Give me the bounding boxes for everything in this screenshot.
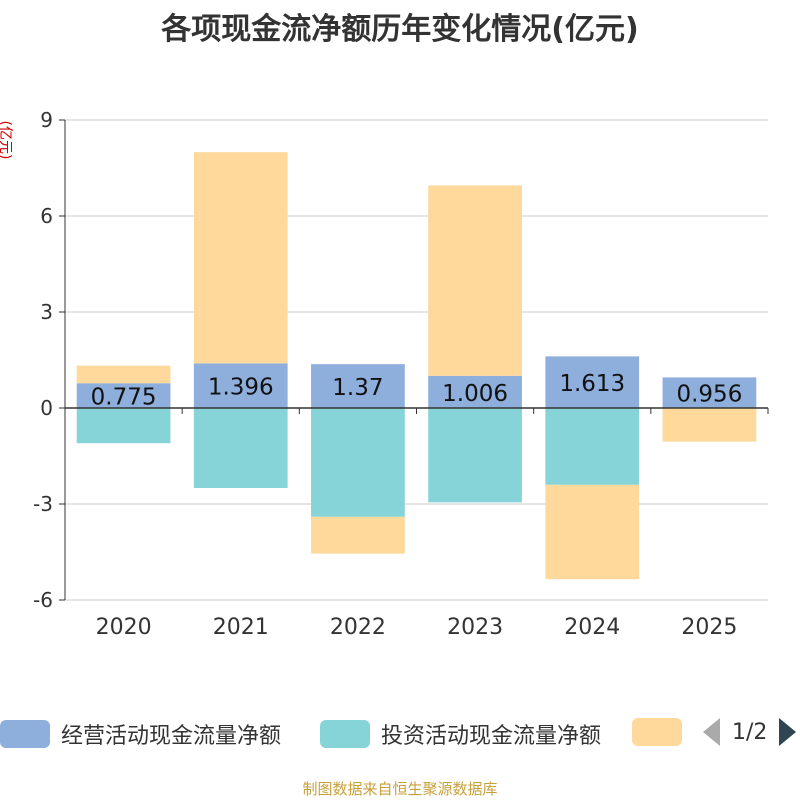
x-tick-label: 2025 [681,615,737,640]
data-source-footer: 制图数据来自恒生聚源数据库 [302,780,498,798]
bar-investing [428,408,522,503]
data-label-operating: 1.396 [208,375,274,401]
data-label-operating: 1.613 [559,371,625,397]
chart-area: -6 -3 0 3 6 9 0.775 2020 1.396 2021 1.37 2022 1.006 2… [33,108,769,640]
bar-investing [545,408,640,485]
legend-item-financing[interactable] [632,718,682,746]
legend-item-operating[interactable]: 经营活动现金流量净额 [0,718,281,750]
data-label-operating: 1.006 [442,381,508,407]
y-tick-label: 9 [40,108,53,132]
bar-operating [311,364,405,408]
bar-operating [428,375,522,408]
legend-swatch-investing [320,720,370,748]
y-tick-label: -3 [33,492,53,516]
bar-financing [76,365,171,384]
y-tick-label: 6 [40,204,53,228]
bar-financing [545,484,640,580]
bar-financing [428,185,522,376]
legend-page-indicator: 1/2 [732,719,768,745]
bar-investing [311,408,405,517]
x-tick-label: 2021 [213,615,269,640]
legend-swatch-operating [0,720,50,748]
legend-swatch-financing [632,718,682,746]
legend-prev-page-icon[interactable] [703,718,720,746]
bar-operating [545,356,640,408]
bar-operating [76,383,171,408]
y-tick-label: -6 [33,588,53,612]
x-tick-label: 2024 [564,615,620,640]
x-tick-label: 2023 [447,615,503,640]
bar-operating [193,363,288,408]
bar-financing [662,408,757,442]
chart-title: 各项现金流净额历年变化情况(亿元) [161,12,639,47]
legend-label-investing: 投资活动现金流量净额 [381,724,602,749]
y-tick-label: 3 [40,300,53,324]
bar-financing [311,516,405,554]
bar-operating [662,377,757,408]
legend-label-operating: 经营活动现金流量净额 [61,724,282,749]
legend-pager: 1/2 [703,718,797,746]
data-label-operating: 0.956 [676,382,742,408]
y-tick-label: 0 [40,396,53,420]
x-tick-label: 2022 [330,615,386,640]
legend-item-investing[interactable]: 投资活动现金流量净额 [320,718,601,750]
data-label-operating: 0.775 [91,385,157,411]
x-tick-label: 2020 [96,615,152,640]
data-label-operating: 1.37 [332,375,383,401]
bar-financing [193,152,288,364]
legend-next-page-icon[interactable] [779,718,797,746]
bar-investing [193,408,288,488]
bar-investing [76,408,171,444]
